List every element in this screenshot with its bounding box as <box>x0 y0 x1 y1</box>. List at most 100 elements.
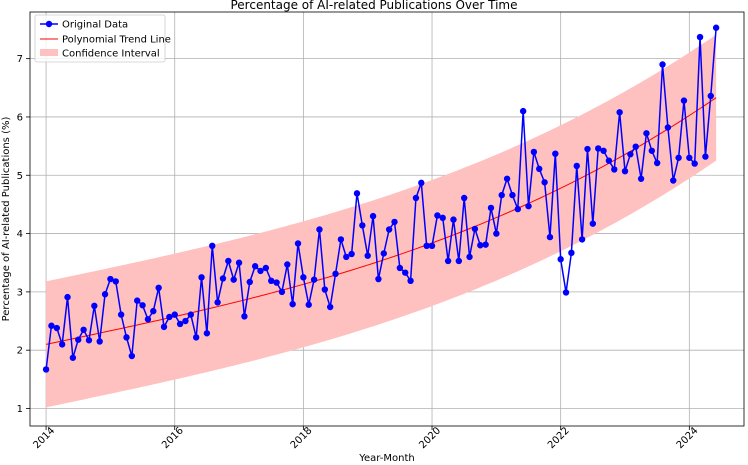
data-point <box>600 147 607 154</box>
data-point <box>321 286 329 293</box>
data-point <box>568 249 575 257</box>
data-point <box>380 250 387 257</box>
data-point <box>117 311 125 318</box>
data-point <box>536 165 543 173</box>
data-point <box>493 230 500 237</box>
data-point <box>616 109 623 116</box>
data-point <box>112 278 119 285</box>
data-series-group <box>42 24 720 373</box>
legend-original-label: Original Data <box>62 20 128 31</box>
data-point <box>160 323 168 331</box>
data-point <box>75 336 82 343</box>
data-point <box>128 352 136 360</box>
data-point <box>257 267 264 275</box>
y-tick-label: 5 <box>17 171 23 182</box>
data-point <box>594 145 602 152</box>
data-point <box>150 307 157 315</box>
data-point <box>584 145 591 153</box>
data-point <box>385 226 393 233</box>
data-point <box>251 263 259 270</box>
data-point <box>653 159 661 167</box>
data-point <box>58 341 66 348</box>
data-point <box>455 257 463 265</box>
data-point <box>144 316 152 323</box>
data-point <box>155 284 162 292</box>
data-point <box>632 143 639 150</box>
data-point <box>407 277 414 285</box>
data-point <box>627 151 634 158</box>
data-point <box>166 313 173 321</box>
chart-title: Percentage of AI-related Publications Ov… <box>230 0 517 12</box>
data-point <box>123 334 130 341</box>
data-point <box>691 160 698 167</box>
data-point <box>514 205 521 213</box>
trend-line-group <box>45 97 717 345</box>
data-point <box>439 214 446 222</box>
data-point <box>53 324 61 332</box>
polynomial-trend-line <box>45 97 717 345</box>
data-point <box>284 261 291 268</box>
data-point <box>268 277 275 285</box>
confidence-interval-area <box>46 34 717 408</box>
data-point <box>686 154 693 161</box>
data-point <box>648 147 656 154</box>
data-point <box>670 177 677 184</box>
data-point <box>659 61 666 68</box>
data-point <box>246 278 253 286</box>
data-point <box>664 124 672 131</box>
data-point <box>182 317 189 325</box>
data-point <box>42 366 50 373</box>
data-point <box>289 300 296 308</box>
data-point <box>552 150 559 157</box>
y-tick-label: 3 <box>17 287 23 298</box>
data-point <box>353 190 361 197</box>
data-point <box>305 301 312 308</box>
data-point <box>343 253 350 261</box>
data-point <box>332 270 339 278</box>
data-point <box>209 242 216 250</box>
legend-trend-label: Polynomial Trend Line <box>62 35 171 46</box>
data-point <box>482 241 489 248</box>
data-point <box>203 330 211 337</box>
data-point <box>675 154 682 161</box>
data-point <box>418 179 425 187</box>
data-point <box>64 293 71 301</box>
data-point <box>225 257 232 265</box>
data-point <box>80 326 87 333</box>
data-point <box>611 166 618 173</box>
data-point <box>525 202 532 210</box>
data-point <box>519 107 527 115</box>
data-point <box>546 233 554 241</box>
data-point <box>541 179 548 186</box>
plot-frame <box>29 11 745 427</box>
data-point <box>402 269 409 276</box>
data-point <box>107 275 114 283</box>
data-point <box>466 253 473 261</box>
data-point <box>369 212 377 220</box>
data-point <box>396 264 404 272</box>
data-point <box>696 33 704 41</box>
data-point <box>96 338 103 345</box>
data-point <box>391 218 398 226</box>
data-point <box>578 236 586 243</box>
data-point <box>48 322 55 329</box>
data-point <box>69 354 77 361</box>
data-point <box>139 302 146 309</box>
data-point <box>643 130 650 137</box>
data-point <box>134 297 141 304</box>
data-point <box>219 275 227 282</box>
data-point <box>434 212 441 219</box>
data-point <box>428 242 436 250</box>
data-point <box>176 320 184 328</box>
y-tick-label: 7 <box>17 54 23 65</box>
data-point <box>230 276 237 283</box>
data-point <box>198 274 205 281</box>
legend: Original Data Polynomial Trend Line Conf… <box>34 14 171 63</box>
data-point <box>310 276 318 283</box>
data-point <box>444 257 452 265</box>
data-point <box>241 313 248 320</box>
data-point <box>487 204 495 212</box>
data-point <box>412 194 420 202</box>
y-tick-label: 6 <box>17 112 23 123</box>
data-point <box>557 256 564 263</box>
